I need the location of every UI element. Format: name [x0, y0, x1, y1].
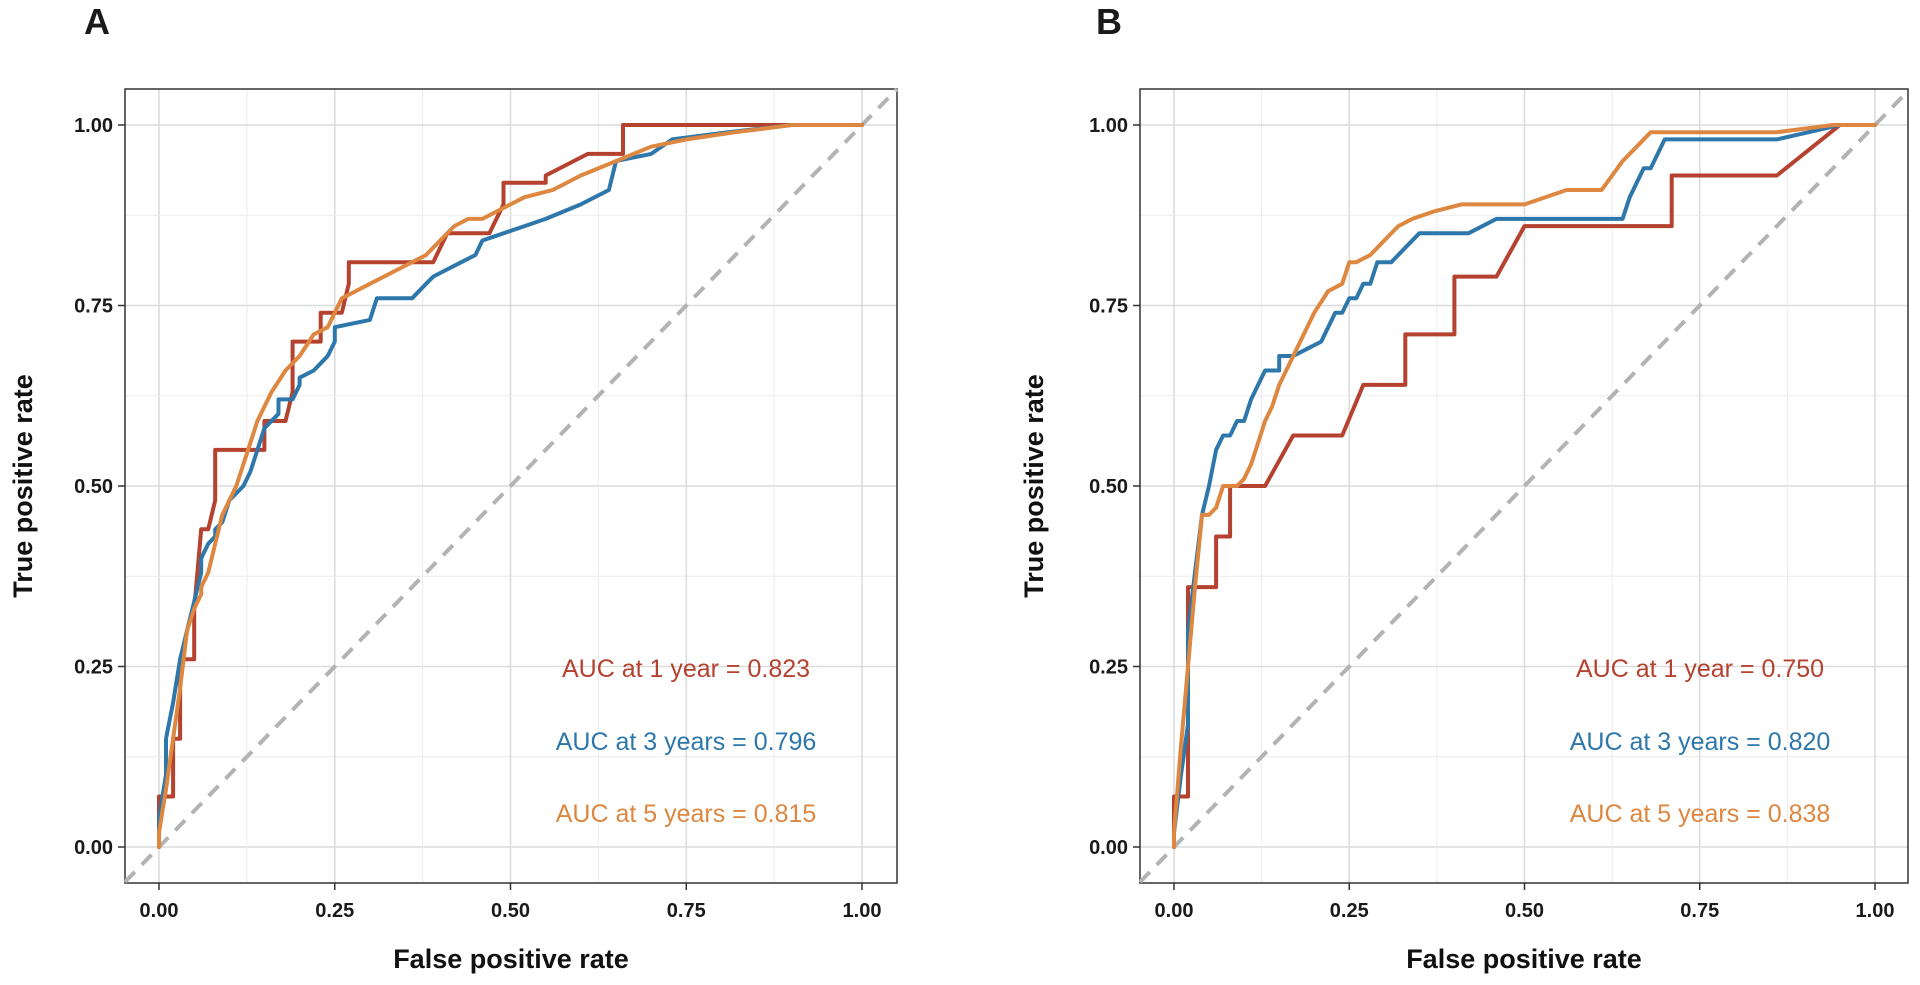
y-tick-label: 0.75	[1089, 296, 1128, 318]
y-tick-label: 0.25	[1089, 657, 1128, 679]
panel-a-y-axis-title: True positive rate	[8, 374, 38, 598]
x-tick-label: 1.00	[843, 900, 882, 922]
roc-curve-5-years	[157, 123, 864, 849]
panel-label-a: A	[84, 1, 110, 42]
panel-b-series	[1172, 123, 1877, 849]
y-tick-label: 1.00	[1089, 115, 1128, 137]
panel-b-reference	[1138, 89, 1910, 884]
panel-a-auc-labels: AUC at 1 year = 0.823 AUC at 3 years = 0.…	[556, 655, 817, 828]
x-tick-label: 0.00	[140, 900, 179, 922]
auc-label-5-years: AUC at 5 years = 0.815	[556, 800, 817, 828]
panel-b-ticks: 0.00 0.25 0.50 0.75 1.00 0.00 0.25 0.50 0.75 1.00	[1089, 115, 1894, 922]
auc-label-3-years: AUC at 3 years = 0.796	[556, 728, 817, 756]
panel-label-b: B	[1096, 1, 1122, 42]
panel-a-series	[157, 123, 864, 849]
x-tick-label: 0.75	[667, 900, 706, 922]
y-tick-label: 0.25	[74, 657, 113, 679]
auc-label-5-years: AUC at 5 years = 0.838	[1570, 800, 1831, 828]
panel-b: B 0.00 0.25 0.50 0.75 1.00 0.00 0.25 0.50 0.75 1.…	[1019, 1, 1910, 974]
reference-diagonal-line	[123, 87, 899, 884]
x-tick-label: 0.25	[315, 900, 354, 922]
roc-curve-3-years	[1172, 123, 1877, 849]
x-tick-label: 1.00	[1856, 900, 1895, 922]
roc-curve-3-years	[157, 123, 864, 849]
panel-a-grid	[125, 89, 897, 883]
panel-a-ticks: 0.00 0.25 0.50 0.75 1.00 0.00 0.25 0.50 0.75 1.00	[74, 115, 881, 922]
panel-a-x-axis-title: False positive rate	[393, 944, 629, 974]
y-tick-label: 0.50	[1089, 476, 1128, 498]
roc-curve-1-year	[157, 123, 864, 849]
auc-label-1-year: AUC at 1 year = 0.750	[1576, 655, 1824, 683]
auc-label-1-year: AUC at 1 year = 0.823	[562, 655, 810, 683]
y-tick-label: 0.50	[74, 476, 113, 498]
auc-label-3-years: AUC at 3 years = 0.820	[1570, 728, 1831, 756]
x-tick-label: 0.25	[1330, 900, 1369, 922]
panel-a-reference	[123, 87, 899, 884]
x-tick-label: 0.75	[1680, 900, 1719, 922]
y-tick-label: 1.00	[74, 115, 113, 137]
reference-diagonal-line	[1138, 89, 1910, 884]
y-tick-label: 0.00	[1089, 837, 1128, 859]
panel-a: A 0.00 0.25 0.50 0.75 1.00 0.00 0.25 0.50 0.75 1.…	[8, 1, 899, 974]
roc-curve-5-years	[1172, 123, 1877, 849]
panel-b-x-axis-title: False positive rate	[1406, 944, 1642, 974]
panel-b-grid	[1140, 89, 1908, 883]
x-tick-label: 0.50	[1505, 900, 1544, 922]
x-tick-label: 0.50	[491, 900, 530, 922]
y-tick-label: 0.00	[74, 837, 113, 859]
panel-b-auc-labels: AUC at 1 year = 0.750 AUC at 3 years = 0.…	[1570, 655, 1831, 828]
y-tick-label: 0.75	[74, 296, 113, 318]
panel-b-y-axis-title: True positive rate	[1019, 374, 1049, 598]
x-tick-label: 0.00	[1155, 900, 1194, 922]
